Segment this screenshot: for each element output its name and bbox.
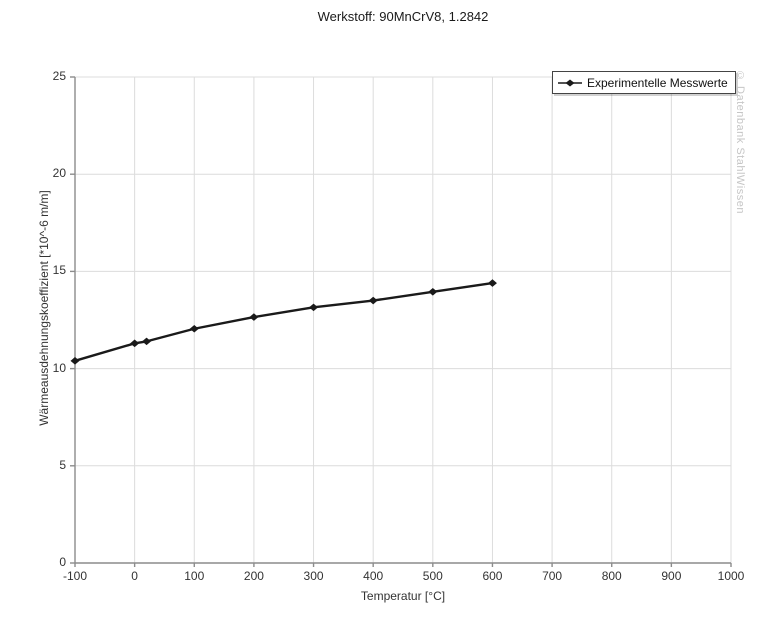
legend-box: Experimentelle Messwerte	[552, 71, 736, 94]
line-diamond-marker-icon	[558, 78, 582, 88]
y-tick-label: 25	[52, 69, 66, 83]
x-tick-label: 800	[601, 569, 622, 583]
x-tick-label: 500	[422, 569, 443, 583]
x-tick-label: 200	[243, 569, 264, 583]
x-tick-label: -100	[62, 569, 88, 583]
watermark: © Datenbank StahlWissen	[734, 70, 746, 214]
x-tick-label: 400	[363, 569, 384, 583]
y-tick-label: 20	[52, 166, 66, 181]
chart-title: Werkstoff: 90MnCrV8, 1.2842	[317, 9, 489, 24]
x-tick-label: 600	[482, 569, 503, 583]
data-point-marker	[189, 324, 199, 333]
x-tick-label: 1000	[717, 569, 745, 583]
y-axis-label: Wärmeausdehnungskoeffizient [*10^-6 m/m]	[37, 190, 51, 426]
data-point-marker	[487, 279, 497, 287]
legend-label: Experimentelle Messwerte	[587, 75, 728, 90]
data-point-marker	[428, 288, 438, 296]
x-axis-label: Temperatur [°C]	[360, 589, 446, 603]
data-point-marker	[142, 337, 152, 346]
x-tick-label: 300	[303, 569, 324, 583]
y-tick-label: 10	[52, 360, 66, 375]
data-line	[73, 281, 494, 363]
y-tick-label: 5	[59, 457, 66, 472]
x-tick-label: 900	[661, 569, 682, 583]
y-tick-label: 0	[59, 555, 66, 569]
data-point-marker	[130, 339, 140, 348]
data-point-marker	[70, 357, 80, 365]
x-tick-label: 100	[184, 569, 205, 583]
data-point-marker	[368, 296, 378, 305]
data-point-marker	[309, 303, 319, 312]
x-tick-label: 700	[542, 569, 563, 583]
y-tick-label: 15	[52, 263, 66, 278]
x-tick-label: 0	[131, 569, 138, 583]
data-point-marker	[249, 313, 259, 321]
